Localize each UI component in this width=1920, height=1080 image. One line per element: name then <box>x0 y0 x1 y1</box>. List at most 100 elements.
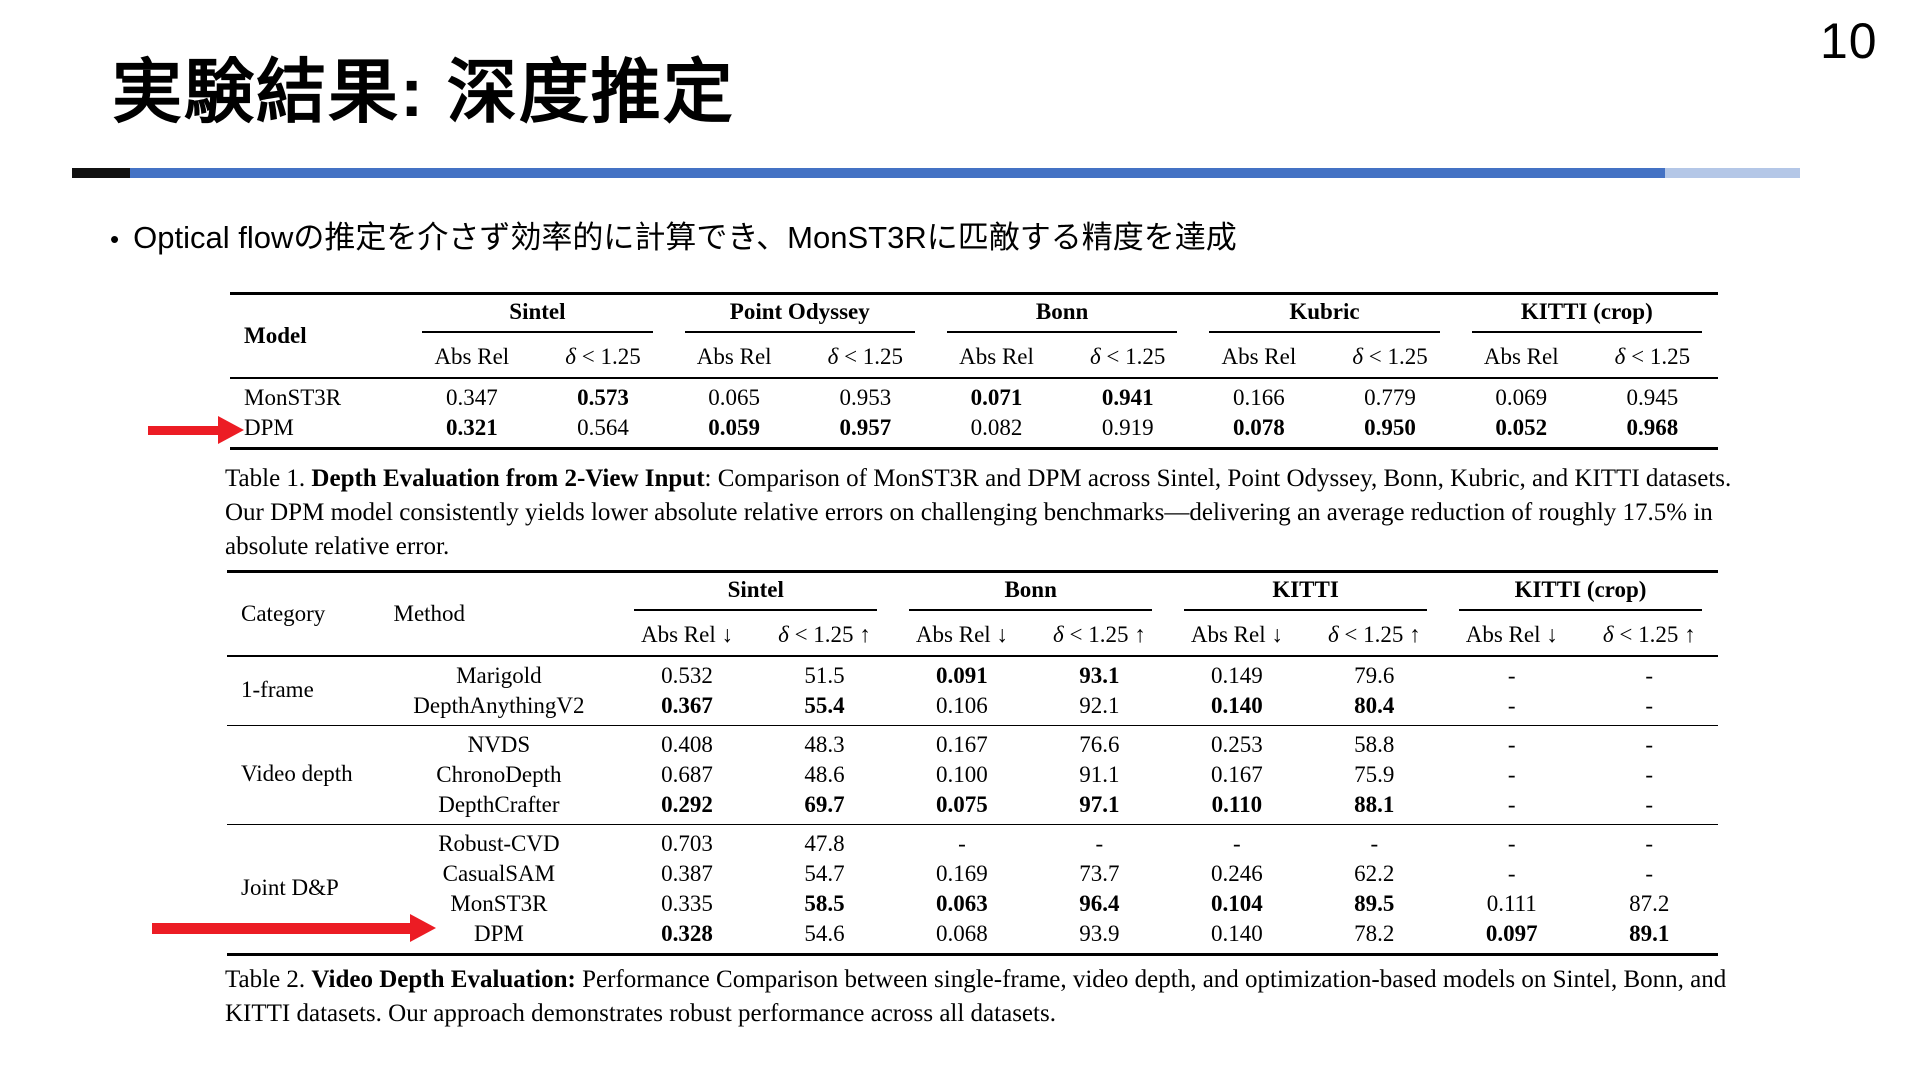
value-cell: 0.687 <box>661 761 713 787</box>
metric-subheader: Abs Rel ↓ <box>618 615 756 657</box>
value-cell: 0.169 <box>936 860 988 886</box>
table2-row: DPM 0.328 54.6 0.068 93.9 0.140 78.2 0.097 89.1 <box>227 919 1718 955</box>
table1-depth-evaluation: Model Sintel Point Odyssey Bonn Kubric KITTI … <box>230 292 1718 450</box>
value-cell: - <box>1580 724 1718 760</box>
table1-header: Model Sintel Point Odyssey Bonn Kubric KITTI … <box>230 293 1718 379</box>
value-cell: 48.3 <box>755 724 894 760</box>
value-cell: 0.063 <box>936 890 988 916</box>
metric-subheader: Abs Rel ↓ <box>1443 615 1581 657</box>
value-cell: 0.065 <box>668 377 800 413</box>
divider-black-segment <box>72 168 130 178</box>
table1-body: MonST3R 0.347 0.573 0.065 0.953 0.071 0.941 0.1… <box>230 377 1718 449</box>
method-name: ChronoDepth <box>436 761 562 787</box>
bullet-text: Optical flowの推定を介さず効率的に計算でき、MonST3Rに匹敵する… <box>133 220 1237 255</box>
value-cell: 0.953 <box>799 377 931 413</box>
value-cell: 76.6 <box>1030 724 1169 760</box>
arrow-shaft <box>152 922 410 934</box>
value-cell: 89.1 <box>1629 920 1670 946</box>
dataset-group-header: Sintel <box>406 294 668 338</box>
value-cell: 80.4 <box>1354 692 1395 718</box>
value-cell: 51.5 <box>755 655 894 691</box>
table2-row: Joint D&P Robust-CVD 0.703 47.8- - - - - - <box>227 823 1718 954</box>
dataset-group-label: Kubric <box>1209 299 1440 334</box>
value-cell: 75.9 <box>1354 761 1395 787</box>
value-cell: - <box>1645 692 1654 718</box>
caption1-text: : Comparison of MonST3R and DPM across S… <box>225 465 1732 560</box>
value-cell: 0.071 <box>930 377 1063 413</box>
metric-subheader: δ < 1.25 <box>799 337 931 379</box>
value-cell: 0.110 <box>1211 791 1263 817</box>
dataset-group-header: KITTI (crop) <box>1456 294 1718 338</box>
table1-model-header: Model <box>230 293 407 379</box>
dataset-group-label: KITTI <box>1184 577 1428 612</box>
value-cell: 58.5 <box>804 890 845 916</box>
value-cell: 0.532 <box>618 655 756 691</box>
caption2-prefix: Table 2. <box>225 966 312 993</box>
metric-subheader: Abs Rel <box>1193 337 1325 379</box>
value-cell: 0.919 <box>1101 414 1154 440</box>
table2-header: Category Method Sintel Bonn KITTI KITTI (crop… <box>227 571 1718 657</box>
value-cell: 0.408 <box>618 724 756 760</box>
dataset-group-header: Bonn <box>893 572 1168 616</box>
value-cell: 79.6 <box>1305 655 1444 691</box>
value-cell: 58.8 <box>1305 724 1444 760</box>
value-cell: 0.328 <box>661 920 713 946</box>
value-cell: 0.564 <box>577 414 629 440</box>
method-name: Marigold <box>379 655 619 691</box>
value-cell: 0.253 <box>1168 724 1306 760</box>
metric-subheader: Abs Rel <box>668 337 800 379</box>
metric-subheader: δ < 1.25 <box>1062 337 1194 379</box>
page-number: 10 <box>1820 13 1878 69</box>
value-cell: 0.387 <box>661 860 713 886</box>
method-name: DepthCrafter <box>438 791 560 817</box>
method-name: DepthAnythingV2 <box>413 692 585 718</box>
dpm-highlight-arrow-table1 <box>148 416 244 444</box>
dataset-group-header: Kubric <box>1193 294 1455 338</box>
value-cell: - <box>1507 860 1516 886</box>
table1-row: DPM 0.321 0.564 0.059 0.957 0.082 0.919 0.078 0.… <box>230 413 1718 449</box>
dataset-group-header: KITTI (crop) <box>1443 572 1718 616</box>
arrow-head-icon <box>410 914 436 942</box>
value-cell: 0.246 <box>1210 860 1263 886</box>
dataset-group-label: KITTI (crop) <box>1471 299 1702 334</box>
value-cell: 0.968 <box>1626 414 1679 440</box>
metric-subheader: δ < 1.25 ↑ <box>1030 615 1169 657</box>
value-cell: 0.335 <box>661 890 713 916</box>
value-cell: - <box>1645 791 1654 817</box>
metric-subheader: Abs Rel <box>1455 337 1587 379</box>
table1-subheader-row: Abs Rel δ < 1.25 Abs Rel δ < 1.25 Abs Rel δ <… <box>230 337 1718 379</box>
value-cell: 54.7 <box>804 860 845 886</box>
value-cell: - <box>1507 791 1516 817</box>
caption2-bold: Video Depth Evaluation: <box>311 966 576 993</box>
dataset-group-label: Bonn <box>946 299 1178 334</box>
value-cell: 96.4 <box>1079 890 1120 916</box>
value-cell: 93.1 <box>1030 655 1169 691</box>
value-cell: 0.111 <box>1486 890 1537 916</box>
value-cell: 0.703 <box>618 823 756 859</box>
value-cell: 0.140 <box>1210 920 1263 946</box>
value-cell: - <box>893 823 1031 859</box>
dataset-group-label: Sintel <box>634 577 878 612</box>
value-cell: 69.7 <box>804 791 845 817</box>
model-name: MonST3R <box>230 377 407 413</box>
value-cell: 92.1 <box>1079 692 1120 718</box>
category-name: Video depth <box>227 724 380 824</box>
value-cell: 0.347 <box>406 377 538 413</box>
value-cell: 0.068 <box>936 920 988 946</box>
value-cell: 73.7 <box>1079 860 1120 886</box>
value-cell: 97.1 <box>1079 791 1120 817</box>
table2-caption: Table 2. Video Depth Evaluation: Perform… <box>225 963 1733 1031</box>
value-cell: 0.779 <box>1324 377 1456 413</box>
value-cell: - <box>1443 724 1581 760</box>
title-divider <box>72 168 1800 178</box>
value-cell: 0.140 <box>1210 692 1263 718</box>
value-cell: 0.941 <box>1062 377 1194 413</box>
table2-row: DepthCrafter 0.292 69.7 0.075 97.1 0.110 88.1 -… <box>227 790 1718 825</box>
dataset-group-label: Bonn <box>909 577 1153 612</box>
metric-subheader: δ < 1.25 <box>1324 337 1456 379</box>
value-cell: 0.950 <box>1364 414 1416 440</box>
metric-subheader: δ < 1.25 <box>537 337 669 379</box>
value-cell: 0.321 <box>445 414 498 440</box>
dataset-group-header: KITTI <box>1168 572 1443 616</box>
value-cell: 0.367 <box>661 692 713 718</box>
